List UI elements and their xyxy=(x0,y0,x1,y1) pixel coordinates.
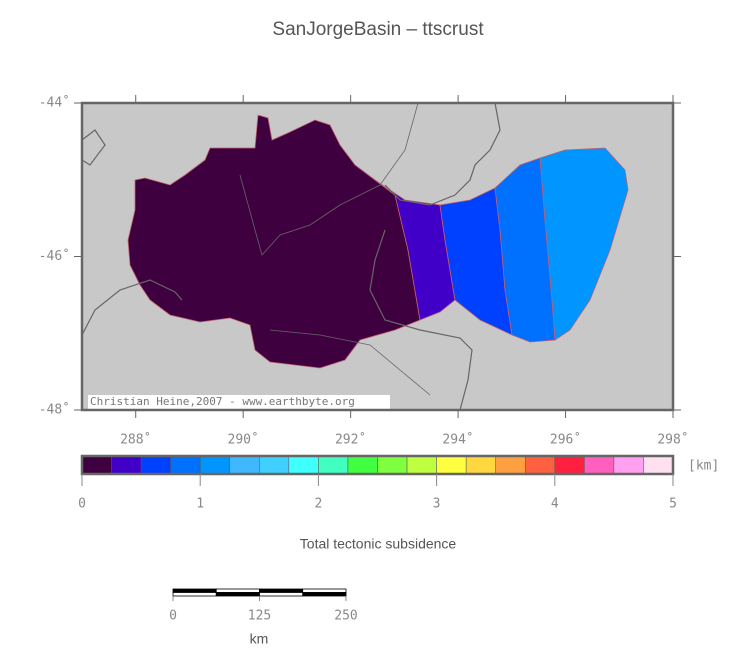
coastline xyxy=(81,279,183,336)
x-tick-label: 290˚ xyxy=(228,432,259,448)
colorbar-cell xyxy=(613,455,644,475)
colorbar-tick-label: 4 xyxy=(551,497,559,512)
colorbar-cell xyxy=(81,455,112,475)
colorbar-cell xyxy=(170,455,201,475)
scalebar-segment xyxy=(215,588,260,593)
colorbar-cell xyxy=(229,455,260,475)
river xyxy=(269,329,431,396)
scalebar-segment xyxy=(172,592,217,597)
colorbar-cell xyxy=(554,455,585,475)
scalebar-segment xyxy=(215,592,260,597)
colorbar-cell xyxy=(584,455,615,475)
colorbar-cell xyxy=(140,455,171,475)
scalebar-segment xyxy=(302,592,347,597)
colorbar-cell xyxy=(465,455,496,475)
colorbar-cell xyxy=(495,455,526,475)
scalebar-segment xyxy=(172,588,217,593)
scalebar-segment xyxy=(302,588,347,593)
colorbar-cell xyxy=(643,455,674,475)
x-tick-label: 288˚ xyxy=(120,432,151,448)
coastline xyxy=(369,229,473,411)
scalebar-tick-label: 0 xyxy=(169,609,177,624)
scalebar-segment xyxy=(259,588,304,593)
colorbar-tick-label: 2 xyxy=(314,497,322,512)
colorbar-cell xyxy=(288,455,319,475)
credit: Christian Heine,2007 - www.earthbyte.org xyxy=(90,395,355,408)
x-tick-label: 298˚ xyxy=(657,432,688,448)
scalebar-tick-label: 125 xyxy=(248,609,271,624)
x-tick-label: 296˚ xyxy=(550,432,581,448)
scalebar-tick-label: 250 xyxy=(334,609,357,624)
colorbar-tick-label: 0 xyxy=(78,497,86,512)
x-tick-label: 294˚ xyxy=(442,432,473,448)
colorbar-cell xyxy=(259,455,290,475)
x-tick-label: 292˚ xyxy=(335,432,366,448)
river xyxy=(239,102,419,256)
coastlines xyxy=(81,102,501,411)
y-tick-label: -46˚ xyxy=(39,248,70,264)
colorbar-cell xyxy=(111,455,142,475)
colorbar-cell xyxy=(347,455,378,475)
colorbar-cell xyxy=(406,455,437,475)
colorbar-label: Total tectonic subsidence xyxy=(300,536,457,552)
coastline xyxy=(384,102,501,206)
colorbar-tick-label: 3 xyxy=(433,497,441,512)
colorbar-unit: [km] xyxy=(688,459,719,474)
region xyxy=(374,179,456,321)
colorbar-tick-label: 1 xyxy=(196,497,204,512)
y-tick-label: -44˚ xyxy=(39,95,70,111)
colorbar-tick-label: 5 xyxy=(669,497,677,512)
colorbar-cell xyxy=(377,455,408,475)
title: SanJorgeBasin – ttscrust xyxy=(272,19,484,40)
colorbar-cell xyxy=(318,455,349,475)
colorbar-cell xyxy=(199,455,230,475)
scalebar-segment xyxy=(259,592,304,597)
scalebar-unit: km xyxy=(250,631,269,647)
region xyxy=(539,147,629,341)
credit-box xyxy=(88,395,390,409)
colorbar-frame xyxy=(80,454,675,476)
y-tick-label: -48˚ xyxy=(39,402,70,418)
coastline xyxy=(81,129,106,166)
colorbar-cell xyxy=(525,455,556,475)
colorbar-cell xyxy=(436,455,467,475)
